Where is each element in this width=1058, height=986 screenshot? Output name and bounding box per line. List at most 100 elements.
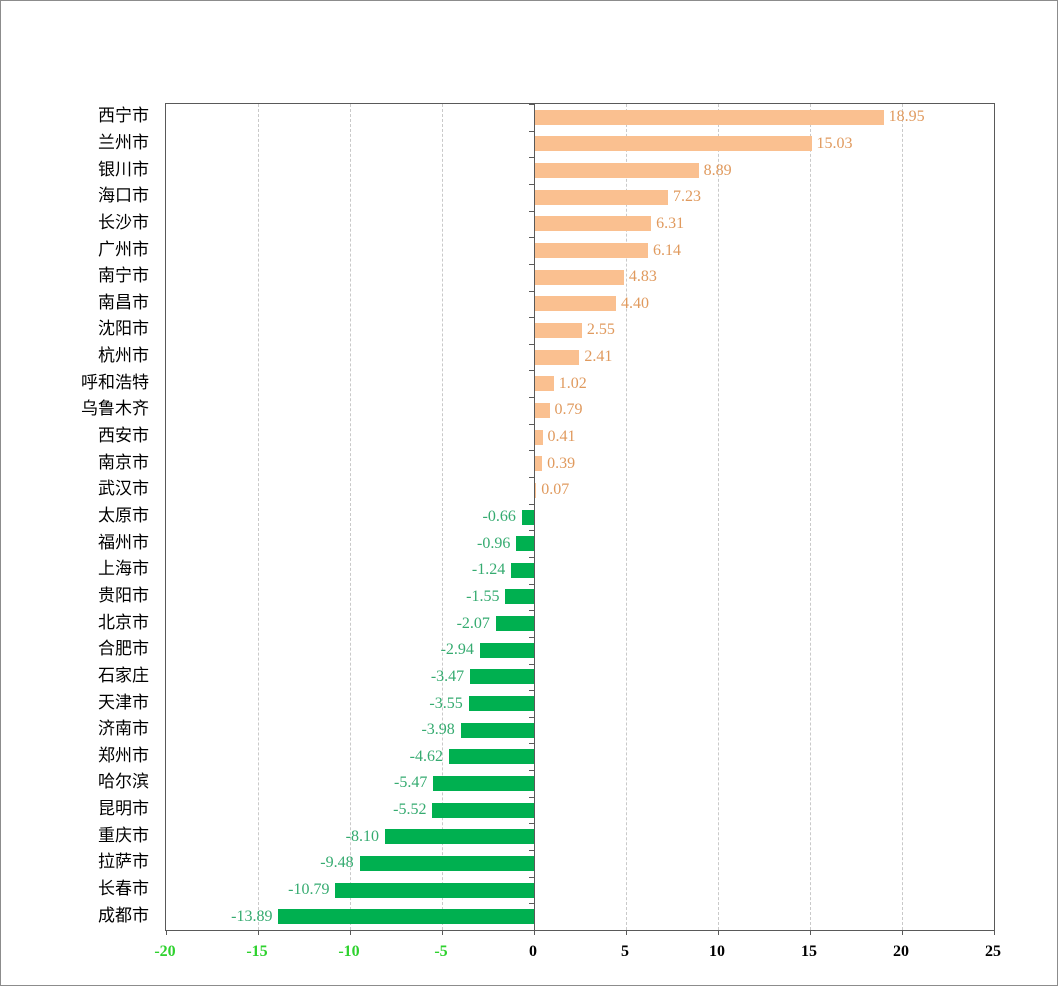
value-label: 0.07 xyxy=(541,481,570,499)
category-label: 北京市 xyxy=(98,612,149,632)
bar xyxy=(535,189,669,205)
bar xyxy=(359,855,534,871)
category-label: 西宁市 xyxy=(98,106,149,126)
category-axis-tick xyxy=(529,131,534,132)
value-label: -2.07 xyxy=(456,614,490,632)
category-axis-tick xyxy=(529,877,534,878)
category-label: 西安市 xyxy=(98,426,149,446)
value-label: 18.95 xyxy=(888,108,925,126)
category-label: 重庆市 xyxy=(98,825,149,845)
bar xyxy=(535,163,699,179)
value-label: 2.55 xyxy=(586,321,615,339)
bar xyxy=(535,376,554,392)
category-label: 银川市 xyxy=(98,159,149,179)
category-label: 沈阳市 xyxy=(98,319,149,339)
category-axis-tick xyxy=(529,743,534,744)
value-label: -3.98 xyxy=(421,721,455,739)
x-axis-tick-label: 0 xyxy=(529,943,537,960)
category-label: 太原市 xyxy=(98,506,149,525)
value-label: 1.02 xyxy=(558,374,587,392)
gridline xyxy=(810,104,811,930)
bar xyxy=(384,829,534,845)
bar xyxy=(470,669,534,685)
category-axis-tick xyxy=(529,903,534,904)
category-label: 哈尔滨 xyxy=(98,772,149,792)
bar xyxy=(432,802,534,818)
category-axis-tick xyxy=(529,584,534,585)
bar xyxy=(511,562,534,578)
category-label: 南昌市 xyxy=(98,292,149,312)
value-label: 0.41 xyxy=(547,428,576,446)
category-label: 海口市 xyxy=(98,186,149,206)
category-label: 长春市 xyxy=(98,879,149,899)
category-axis-tick xyxy=(529,690,534,691)
category-label: 杭州市 xyxy=(98,346,149,366)
gridline xyxy=(258,104,259,930)
category-axis-tick xyxy=(529,424,534,425)
bar xyxy=(516,536,534,552)
category-label: 昆明市 xyxy=(98,799,149,819)
x-axis-tick-label: 5 xyxy=(621,943,629,960)
x-axis-tick xyxy=(718,930,719,935)
value-label: 7.23 xyxy=(673,188,702,206)
bar xyxy=(468,696,534,712)
gridline xyxy=(350,104,351,930)
x-axis-tick xyxy=(350,930,351,935)
category-axis-tick xyxy=(529,530,534,531)
value-label: -0.96 xyxy=(477,534,511,552)
bar xyxy=(535,456,543,472)
category-label: 石家庄 xyxy=(98,665,149,685)
value-label: 4.40 xyxy=(620,294,649,312)
value-label: 8.89 xyxy=(703,161,732,179)
x-axis-tick-label: 25 xyxy=(985,943,1001,960)
category-axis-tick xyxy=(529,477,534,478)
x-axis-tick-label: -5 xyxy=(434,943,448,960)
category-axis-tick xyxy=(529,291,534,292)
bar xyxy=(278,909,534,925)
category-axis-tick xyxy=(529,397,534,398)
bar xyxy=(535,482,537,498)
category-label: 济南市 xyxy=(98,719,149,739)
bar xyxy=(505,589,534,605)
gridline xyxy=(626,104,627,930)
category-axis-tick xyxy=(529,237,534,238)
category-axis-tick xyxy=(529,797,534,798)
category-label: 呼和浩特 xyxy=(81,372,149,392)
category-label: 福州市 xyxy=(98,532,149,552)
bar xyxy=(335,882,534,898)
value-label: -1.55 xyxy=(466,587,500,605)
category-label: 拉萨市 xyxy=(98,852,149,872)
bar xyxy=(535,296,616,312)
value-label: -9.48 xyxy=(320,854,354,872)
bar xyxy=(495,616,534,632)
category-axis-line xyxy=(534,104,535,930)
value-label: 6.14 xyxy=(652,241,681,259)
category-label: 兰州市 xyxy=(98,132,149,152)
category-axis-tick xyxy=(529,637,534,638)
x-axis-tick-label: 20 xyxy=(893,943,909,960)
value-label: -13.89 xyxy=(231,907,273,925)
category-axis-tick xyxy=(529,450,534,451)
value-label: -3.55 xyxy=(429,694,463,712)
category-axis-tick xyxy=(529,930,534,931)
x-axis-tick xyxy=(626,930,627,935)
value-label: -0.66 xyxy=(482,508,516,525)
bar xyxy=(521,509,534,525)
category-label: 合肥市 xyxy=(98,639,149,659)
bar xyxy=(479,642,534,658)
value-label: 6.31 xyxy=(656,214,685,232)
gridline xyxy=(442,104,443,930)
gridline xyxy=(902,104,903,930)
bar xyxy=(535,109,884,125)
category-label: 南京市 xyxy=(98,452,149,472)
x-axis-tick xyxy=(994,930,995,935)
category-label: 上海市 xyxy=(98,559,149,579)
x-axis-tick xyxy=(902,930,903,935)
category-label: 乌鲁木齐 xyxy=(81,399,149,419)
category-axis-tick xyxy=(529,850,534,851)
category-label: 郑州市 xyxy=(98,745,149,765)
value-label: -4.62 xyxy=(409,747,443,765)
bar xyxy=(535,216,652,232)
value-label: -2.94 xyxy=(440,641,474,659)
